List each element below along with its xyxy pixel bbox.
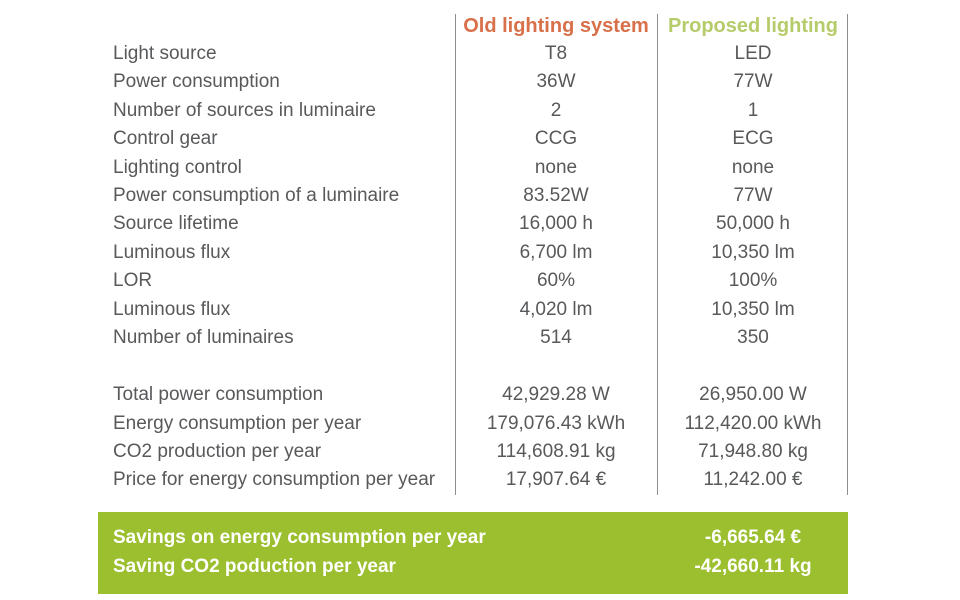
old-value: 42,929.28 W [502, 384, 610, 406]
new-value: 112,420.00 kWh [684, 412, 822, 434]
row-label: LOR [113, 270, 153, 292]
new-value: 77W [733, 184, 773, 206]
new-value: 77W [733, 71, 773, 93]
old-value: 2 [550, 99, 562, 121]
old-value: 114,608.91 kg [496, 441, 616, 463]
savings-label: Saving CO2 poduction per year [113, 556, 396, 577]
old-value: 83.52W [523, 184, 589, 206]
table-row: Power consumption of a luminaire 83.52W … [0, 182, 960, 210]
table-row: Control gear CCG ECG [0, 125, 960, 153]
old-value: T8 [544, 43, 568, 64]
old-value: CCG [534, 128, 578, 150]
new-value: 71,948.80 kg [698, 441, 808, 463]
row-label: Power consumption of a luminaire [113, 184, 400, 206]
table-row: Source lifetime 16,000 h 50,000 h [0, 210, 960, 238]
new-value: 11,242.00 € [703, 469, 803, 491]
savings-row: Savings on energy consumption per year -… [98, 524, 848, 552]
totals-row: Total power consumption 42,929.28 W 26,9… [0, 381, 960, 409]
old-value: none [534, 156, 578, 178]
old-system-header: Old lighting system [463, 15, 649, 37]
totals-row: Energy consumption per year 179,076.43 k… [0, 410, 960, 438]
section-gap [0, 352, 960, 381]
column-divider-middle [657, 14, 658, 495]
old-value: 60% [536, 270, 576, 292]
row-label: Luminous flux [113, 241, 231, 263]
table-row: Power consumption 36W 77W [0, 68, 960, 96]
row-label: Price for energy consumption per year [113, 469, 436, 491]
table-row: Light source T8 LED [0, 40, 960, 68]
savings-row: Saving CO2 poduction per year -42,660.11… [98, 553, 848, 581]
savings-box: Savings on energy consumption per year -… [98, 512, 848, 594]
totals-row: Price for energy consumption per year 17… [0, 466, 960, 494]
old-value: 4,020 lm [519, 298, 593, 320]
old-value: 6,700 lm [519, 241, 593, 263]
table-row: Number of luminaires 514 350 [0, 324, 960, 352]
old-value: 16,000 h [519, 213, 593, 235]
column-divider-left [455, 14, 456, 495]
new-value: 10,350 lm [711, 241, 795, 263]
table-row: Lighting control none none [0, 154, 960, 182]
new-value: 1 [747, 99, 759, 121]
savings-value: -6,665.64 € [704, 527, 802, 548]
new-value: LED [734, 43, 772, 64]
savings-label: Savings on energy consumption per year [113, 527, 486, 548]
old-value: 514 [540, 326, 572, 348]
new-value: 10,350 lm [711, 298, 795, 320]
row-label: Number of sources in luminaire [113, 99, 376, 121]
new-value: 26,950.00 W [699, 384, 807, 406]
table-row: Luminous flux 6,700 lm 10,350 lm [0, 239, 960, 267]
row-label: Energy consumption per year [113, 412, 362, 434]
row-label: Control gear [113, 128, 218, 150]
new-value: 50,000 h [716, 213, 790, 235]
new-value: 350 [737, 326, 769, 348]
row-label: Lighting control [113, 156, 242, 178]
comparison-table: Light source T8 LED Power consumption 36… [0, 40, 960, 495]
table-row: Number of sources in luminaire 2 1 [0, 97, 960, 125]
column-divider-right [847, 14, 848, 495]
old-value: 179,076.43 kWh [486, 412, 626, 434]
table-row: Luminous flux 4,020 lm 10,350 lm [0, 296, 960, 324]
totals-row: CO2 production per year 114,608.91 kg 71… [0, 438, 960, 466]
row-label: Light source [113, 43, 217, 64]
row-label: Power consumption [113, 71, 280, 93]
new-value: 100% [728, 270, 778, 292]
new-value: none [731, 156, 775, 178]
row-label: Number of luminaires [113, 326, 294, 348]
old-value: 17,907.64 € [505, 469, 607, 491]
row-label: CO2 production per year [113, 441, 322, 463]
table-row: LOR 60% 100% [0, 267, 960, 295]
proposed-system-header: Proposed lighting [668, 15, 838, 37]
savings-value: -42,660.11 kg [694, 556, 812, 577]
row-label: Source lifetime [113, 213, 239, 235]
old-value: 36W [536, 71, 576, 93]
row-label: Luminous flux [113, 298, 231, 320]
row-label: Total power consumption [113, 384, 324, 406]
new-value: ECG [732, 128, 774, 150]
